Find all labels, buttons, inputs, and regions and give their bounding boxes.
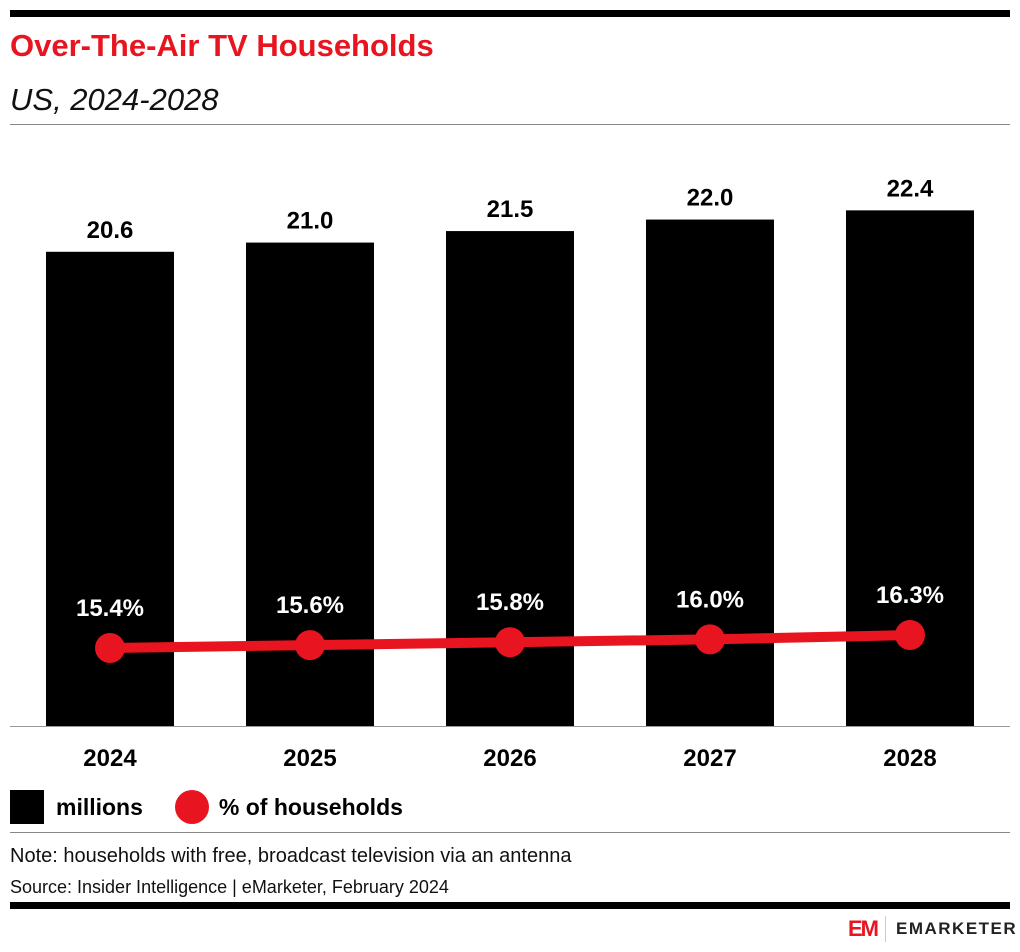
x-tick-label: 2027: [683, 745, 736, 772]
legend-swatch-dot: [174, 790, 209, 824]
legend-swatch-bar: [10, 790, 44, 824]
note: Note: households with free, broadcast te…: [10, 845, 572, 867]
logo-mark: EM: [848, 916, 886, 942]
chart-subtitle: US, 2024-2028: [10, 82, 219, 117]
x-tick-label: 2024: [83, 745, 137, 772]
legend: millions % of households: [10, 790, 403, 824]
legend-label-percent: % of households: [218, 793, 403, 820]
bar-label: 22.4: [887, 175, 934, 202]
line-label: 16.3%: [876, 582, 944, 609]
bar-label: 20.6: [87, 217, 134, 244]
bar-label: 21.5: [487, 196, 534, 223]
x-tick-label: 2026: [483, 745, 536, 772]
line-point: [95, 633, 125, 663]
line-label: 15.6%: [276, 592, 344, 619]
bar-label: 22.0: [687, 185, 734, 212]
logo-text: EMARKETER: [896, 919, 1018, 938]
source: Source: Insider Intelligence | eMarketer…: [10, 877, 449, 897]
line-label: 15.8%: [476, 589, 544, 616]
line-point: [695, 624, 725, 655]
bar-label: 21.0: [287, 208, 334, 235]
divider: [10, 832, 1010, 833]
line-point: [295, 630, 325, 661]
line-point: [495, 627, 525, 658]
legend-label-millions: millions: [56, 793, 143, 820]
x-tick-label: 2028: [883, 745, 936, 772]
line-label: 15.4%: [76, 595, 144, 622]
line-label: 16.0%: [676, 586, 744, 613]
chart-title: Over-The-Air TV Households: [10, 28, 434, 63]
emarketer-logo: EM EMARKETER: [848, 916, 1017, 942]
bottom-rule: [10, 902, 1010, 909]
top-rule: [10, 10, 1010, 17]
line-point: [895, 620, 925, 651]
plot-area: 20.6 2024 21.0 2025 21.5 2026 22.0 2027 22.4 2028…: [10, 175, 1010, 772]
divider: [10, 124, 1010, 125]
x-tick-label: 2025: [283, 745, 336, 772]
